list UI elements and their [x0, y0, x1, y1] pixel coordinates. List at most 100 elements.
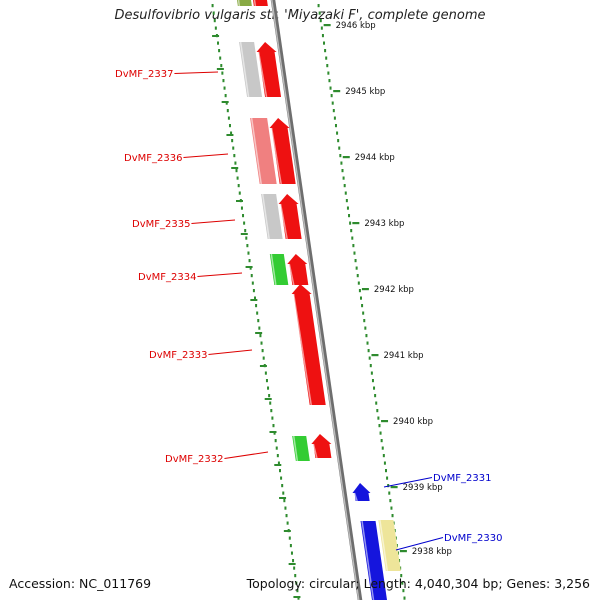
- gene-leader-line: [191, 219, 236, 224]
- scale-tick-label: 2941 kbp: [383, 351, 423, 361]
- gene-arrow-blue-highlight: [353, 492, 358, 502]
- guide-dot: [333, 116, 336, 120]
- gene-leader-line: [183, 153, 229, 158]
- guide-dot: [246, 244, 249, 248]
- genome-backbone: [270, 0, 363, 600]
- gene-arrow-red: [269, 118, 296, 184]
- guide-dot: [358, 289, 361, 293]
- guide-dot: [328, 79, 331, 83]
- gene-label: DvMF_2335: [132, 219, 190, 230]
- gene-block-red: [252, 0, 268, 6]
- scale-tick-label: 2939 kbp: [403, 483, 443, 493]
- guide-dot: [325, 56, 328, 60]
- guide-dot: [375, 401, 378, 405]
- guide-dot: [318, 11, 321, 15]
- gene-arrow-red-highlight: [270, 127, 282, 185]
- guide-dot: [267, 386, 270, 390]
- guide-dot: [231, 139, 234, 143]
- minor-dash: [264, 398, 272, 400]
- gene-leader-line: [174, 71, 219, 74]
- guide-dot: [336, 131, 339, 135]
- guide-dot: [366, 341, 369, 345]
- guide-dot: [224, 94, 227, 98]
- minor-dash: [226, 134, 234, 136]
- gene-leader-line: [383, 477, 433, 488]
- guide-dot: [251, 281, 254, 285]
- scale-tick: [342, 156, 350, 159]
- minor-dash: [255, 332, 263, 334]
- gene-block-blue: [360, 521, 387, 600]
- minor-dash: [288, 563, 296, 565]
- gene-block-grey: [261, 194, 283, 239]
- guide-dot: [253, 296, 256, 300]
- guide-dot: [245, 236, 248, 240]
- guide-dot: [349, 221, 352, 225]
- gene-arrow-red: [291, 284, 326, 405]
- gene-block-green-highlight: [270, 253, 277, 286]
- guide-dot: [334, 124, 337, 128]
- guide-dot: [388, 491, 391, 495]
- guide-dot: [355, 266, 358, 270]
- guide-dot: [344, 191, 347, 195]
- gene-arrow-red-highlight: [292, 293, 312, 406]
- guide-dot: [248, 259, 251, 263]
- guide-dot: [380, 439, 383, 443]
- minor-dash: [245, 266, 253, 268]
- scale-tick: [371, 354, 379, 357]
- guide-dot: [217, 41, 220, 45]
- gene-block-olive-highlight: [237, 0, 241, 7]
- gene-block-blue-highlight: [361, 520, 375, 600]
- guide-dot: [365, 334, 368, 338]
- guide-dot: [290, 551, 293, 555]
- gene-arrow-blue: [352, 483, 371, 501]
- guide-dot: [293, 566, 296, 570]
- guide-dot: [252, 289, 255, 293]
- gene-label: DvMF_2333: [149, 350, 207, 361]
- guide-dot: [272, 424, 275, 428]
- guide-dot: [234, 161, 237, 165]
- guide-dot: [363, 319, 366, 323]
- guide-dot: [275, 446, 278, 450]
- guide-dot: [213, 19, 216, 23]
- gene-block-grey: [239, 42, 263, 97]
- gene-label: DvMF_2330: [444, 533, 502, 544]
- minor-dash: [216, 68, 224, 70]
- minor-dash: [283, 530, 291, 532]
- gene-block-green-highlight: [292, 435, 299, 462]
- guide-dot: [240, 206, 243, 210]
- accession-text: Accession: NC_011769: [9, 576, 152, 591]
- gene-block-pink: [250, 118, 277, 184]
- guide-dot: [227, 116, 230, 120]
- guide-dot: [368, 356, 371, 360]
- guide-dot: [244, 229, 247, 233]
- guide-dot: [346, 206, 349, 210]
- guide-dot: [219, 56, 222, 60]
- guide-dot: [262, 356, 265, 360]
- guide-dot: [214, 26, 217, 30]
- guide-dot: [283, 499, 286, 503]
- scale-tick: [390, 486, 398, 489]
- gene-block-red-highlight: [253, 0, 257, 7]
- guide-dot: [381, 446, 384, 450]
- minor-dash: [274, 464, 282, 466]
- guide-dot: [390, 506, 393, 510]
- guide-dot: [376, 409, 379, 413]
- guide-dot: [371, 379, 374, 383]
- minor-dash: [293, 596, 301, 598]
- guide-dot: [327, 71, 330, 75]
- guide-dot: [223, 86, 226, 90]
- gene-label: DvMF_2337: [115, 69, 173, 80]
- gene-block-pink-highlight: [250, 117, 262, 185]
- guide-dot: [379, 431, 382, 435]
- guide-dot: [345, 199, 348, 203]
- guide-dot: [386, 476, 389, 480]
- guide-dot: [269, 401, 272, 405]
- backbone-line: [270, 0, 363, 600]
- guide-dot: [319, 19, 322, 23]
- scale-tick-label: 2943 kbp: [364, 219, 404, 229]
- guide-dot: [378, 424, 381, 428]
- left-track-guide: [211, 4, 301, 600]
- gene-block-grey-highlight: [239, 41, 250, 98]
- gene-leader-line: [197, 272, 243, 277]
